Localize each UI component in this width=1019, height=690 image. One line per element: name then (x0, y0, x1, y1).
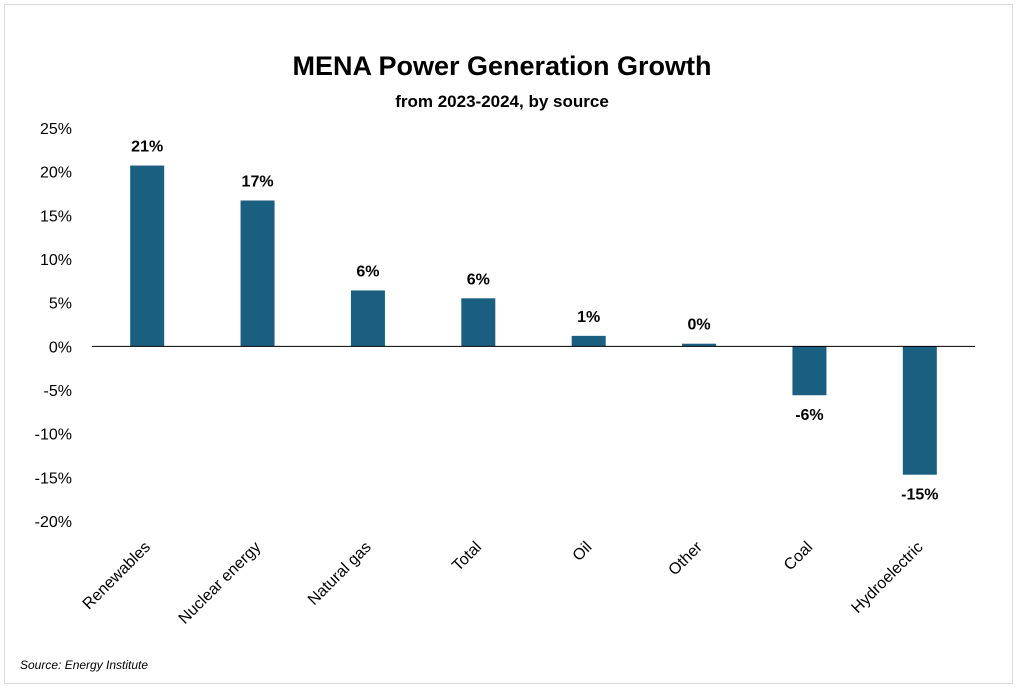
data-label: -6% (795, 407, 823, 424)
x-tick-label: Natural gas (305, 539, 375, 609)
y-tick-label: -10% (35, 427, 72, 444)
y-tick-label: -20% (35, 514, 72, 531)
y-axis: 25% 20% 15% 10% 5% 0% -5% -10% -15% -20% (35, 121, 72, 531)
x-tick-label: Nuclear energy (176, 539, 265, 628)
y-tick-label: 20% (40, 165, 72, 182)
y-tick-label: 25% (40, 121, 72, 138)
bar-coal (792, 346, 827, 396)
chart-subtitle: from 2023-2024, by source (395, 92, 609, 111)
y-tick-label: -5% (44, 383, 72, 400)
data-label: 6% (467, 271, 490, 288)
y-tick-label: 15% (40, 208, 72, 225)
x-axis: Renewables Nuclear energy Natural gas Total… (80, 538, 927, 627)
data-label: -15% (901, 487, 938, 504)
bar-total (461, 298, 496, 347)
data-label: 1% (577, 309, 600, 326)
bar-oil (571, 335, 606, 347)
bar-hydroelectric (902, 346, 937, 475)
data-label: 6% (356, 263, 379, 280)
bars (130, 165, 937, 475)
y-tick-label: 0% (49, 339, 72, 356)
bar-natural-gas (350, 290, 385, 347)
data-label: 0% (688, 317, 711, 334)
data-label: 21% (131, 139, 163, 156)
bar-other (682, 343, 717, 347)
y-tick-label: 5% (49, 296, 72, 313)
x-tick-label: Renewables (80, 539, 154, 613)
x-tick-label: Total (449, 539, 485, 575)
bar-renewables (130, 165, 165, 347)
data-labels: 21% 17% 6% 6% 1% 0% -6% -15% (131, 139, 938, 504)
chart-title: MENA Power Generation Growth (292, 51, 711, 81)
x-tick-label: Other (666, 538, 707, 579)
y-tick-label: -15% (35, 470, 72, 487)
source-note: Source: Energy Institute (20, 658, 148, 672)
bar-nuclear-energy (240, 200, 275, 347)
x-tick-label: Oil (570, 539, 596, 565)
chart-frame (4, 4, 1013, 684)
x-tick-label: Coal (781, 539, 816, 574)
x-tick-label: Hydroelectric (849, 539, 927, 617)
data-label: 17% (242, 173, 274, 190)
y-tick-label: 10% (40, 252, 72, 269)
